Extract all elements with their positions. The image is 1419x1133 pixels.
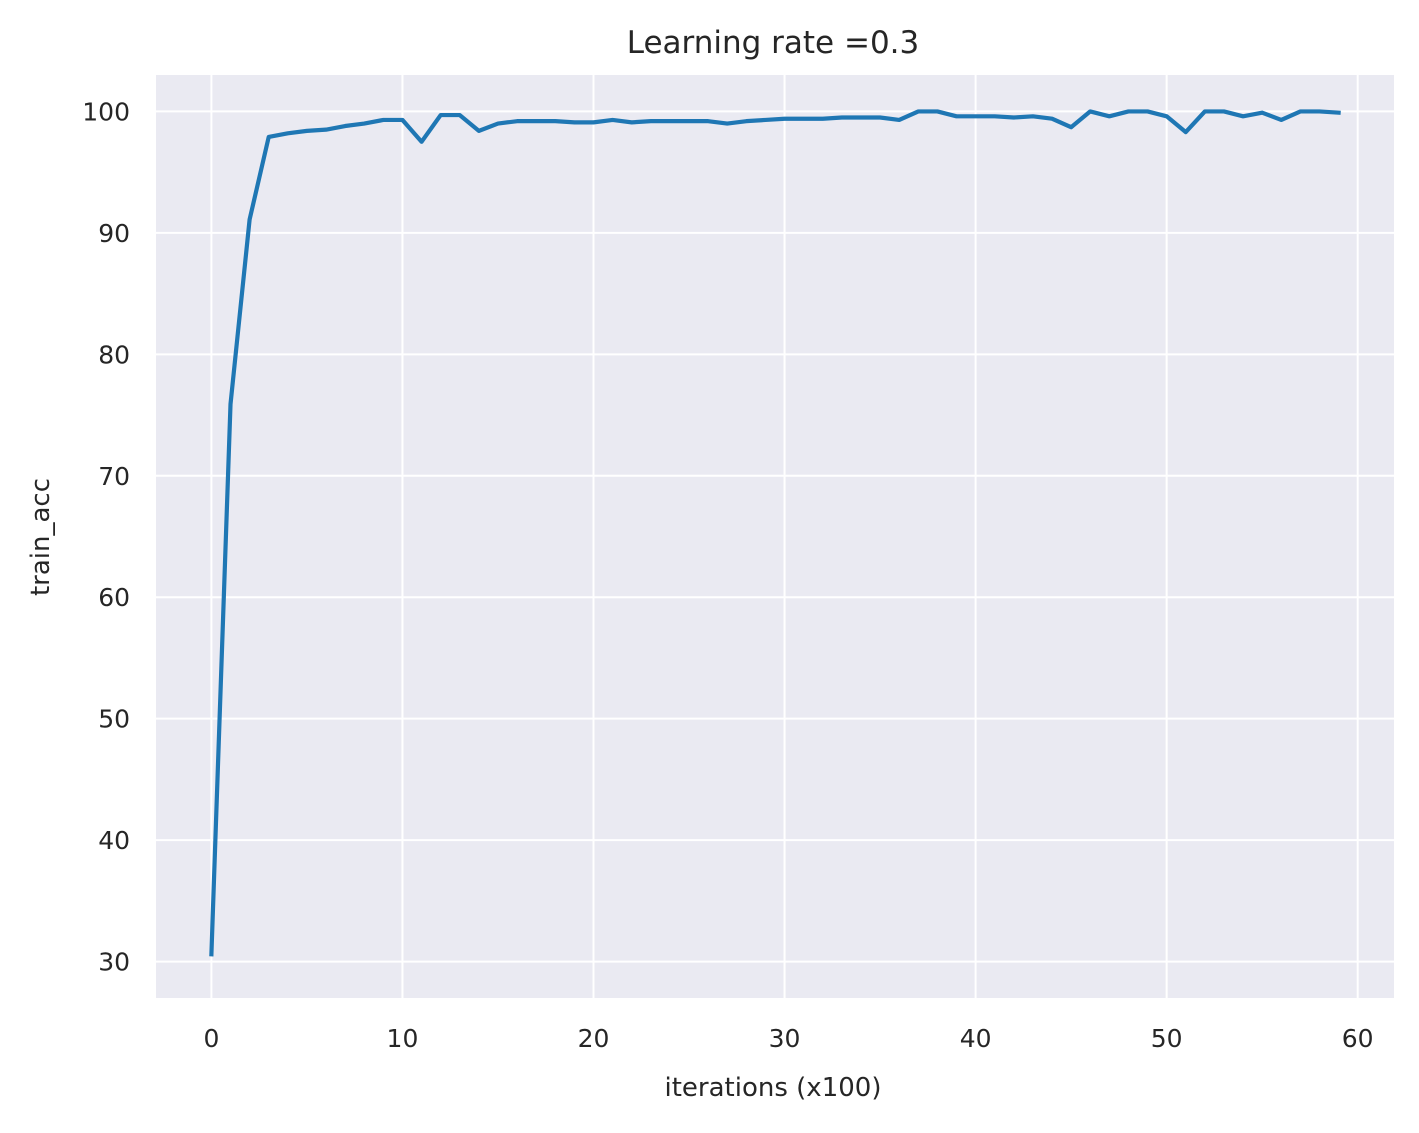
series-layer [209, 109, 1341, 957]
y-tick-label: 30 [98, 948, 130, 977]
x-tick-label: 50 [1151, 1024, 1183, 1053]
x-tick-label: 60 [1342, 1024, 1374, 1053]
x-axis-label: iterations (x100) [665, 1073, 882, 1103]
series-line-0 [209, 109, 1341, 957]
y-tick-labels: 30 40 50 60 70 80 90 100 [82, 97, 130, 976]
y-tick-label: 50 [98, 705, 130, 734]
y-tick-label: 100 [82, 97, 130, 126]
x-tick-label: 0 [203, 1024, 219, 1053]
y-tick-label: 70 [98, 462, 130, 491]
x-tick-labels: 0 10 20 30 40 50 60 [203, 1024, 1373, 1053]
chart-title: Learning rate =0.3 [627, 25, 920, 61]
x-tick-label: 40 [960, 1024, 992, 1053]
y-axis-label: train_acc [26, 478, 56, 596]
plot-area [156, 75, 1394, 998]
y-tick-label: 90 [98, 219, 130, 248]
x-tick-label: 10 [387, 1024, 419, 1053]
y-tick-label: 60 [98, 583, 130, 612]
x-tick-label: 30 [769, 1024, 801, 1053]
gridlines [156, 75, 1394, 998]
y-tick-label: 80 [98, 340, 130, 369]
x-tick-label: 20 [578, 1024, 610, 1053]
y-tick-label: 40 [98, 826, 130, 855]
